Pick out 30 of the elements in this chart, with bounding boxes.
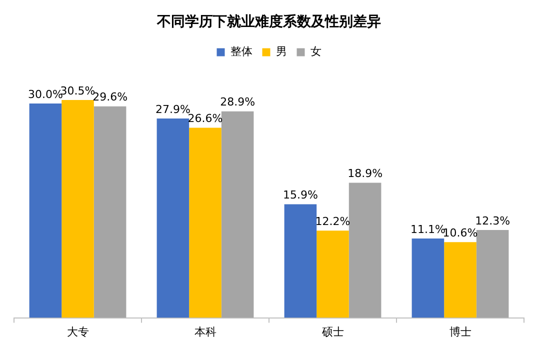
data-label: 18.9% xyxy=(348,167,383,180)
x-tick-label: 博士 xyxy=(449,325,472,338)
x-tick-label: 硕士 xyxy=(320,325,344,338)
legend-label: 男 xyxy=(276,45,287,58)
data-label: 30.0% xyxy=(28,88,63,101)
bar xyxy=(94,106,126,318)
bar xyxy=(444,242,476,318)
legend-label: 整体 xyxy=(230,45,252,58)
x-tick-label: 本科 xyxy=(194,325,216,338)
chart-title: 不同学历下就业难度系数及性别差异 xyxy=(156,13,381,30)
bar xyxy=(412,238,444,318)
bar xyxy=(189,128,222,318)
bar xyxy=(62,100,94,318)
data-label: 28.9% xyxy=(220,96,256,109)
bar xyxy=(29,104,62,318)
data-label: 12.2% xyxy=(315,215,350,228)
bar xyxy=(316,230,349,318)
bar xyxy=(156,118,190,318)
bar xyxy=(348,182,382,318)
legend-label: 女 xyxy=(310,45,322,58)
data-label: 10.6% xyxy=(442,226,478,240)
bar xyxy=(476,230,509,318)
data-label: 15.9% xyxy=(282,188,318,202)
data-label: 12.3% xyxy=(475,214,510,228)
x-tick-label: 大专 xyxy=(66,325,89,338)
data-label: 27.9% xyxy=(155,102,190,116)
bar xyxy=(221,111,254,318)
bar xyxy=(284,204,317,318)
data-label: 11.1% xyxy=(410,222,446,236)
data-label: 26.6% xyxy=(188,112,223,126)
